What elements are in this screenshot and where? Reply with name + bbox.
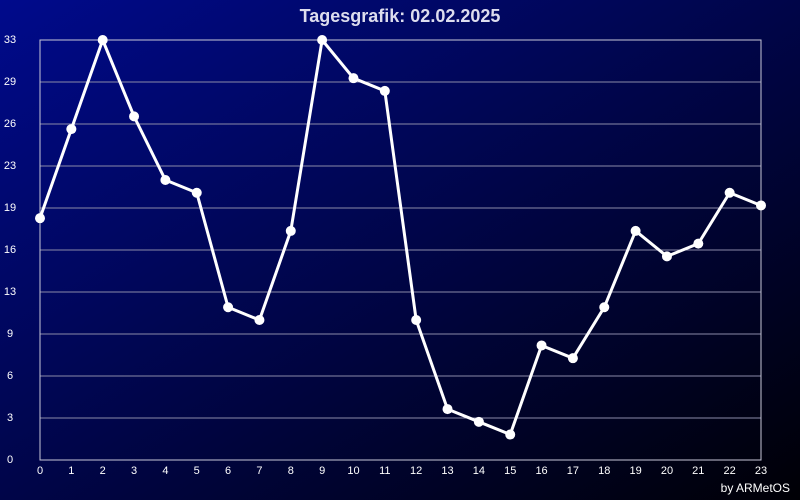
point — [379, 85, 390, 96]
point — [505, 429, 516, 440]
point — [630, 225, 641, 236]
point — [756, 200, 766, 211]
x-tick-label: 21 — [692, 465, 704, 477]
x-tick-label: 23 — [755, 465, 767, 477]
point — [317, 35, 328, 45]
point — [442, 404, 453, 415]
x-tick-label: 11 — [379, 465, 390, 477]
point — [223, 302, 234, 313]
x-tick-label: 7 — [256, 465, 262, 477]
x-tick-label: 10 — [347, 465, 359, 477]
y-tick-label: 13 — [4, 286, 16, 298]
x-tick-label: 20 — [661, 465, 673, 477]
point — [693, 238, 704, 249]
x-tick-label: 18 — [598, 465, 610, 477]
point — [160, 175, 171, 185]
plot-border — [39, 39, 762, 461]
y-tick-label: 9 — [7, 328, 13, 340]
x-tick-label: 3 — [131, 465, 137, 477]
x-tick-label: 4 — [162, 465, 168, 477]
y-tick-label: 0 — [7, 454, 13, 466]
y-tick-label: 33 — [4, 34, 16, 46]
point — [191, 187, 202, 198]
point — [66, 124, 77, 135]
point — [567, 353, 578, 364]
point — [129, 111, 140, 122]
point — [536, 340, 547, 351]
point — [97, 35, 108, 45]
x-tick-label: 16 — [535, 465, 547, 477]
x-tick-label: 12 — [410, 465, 422, 477]
point — [35, 213, 45, 224]
point — [411, 315, 422, 325]
x-tick-label: 1 — [68, 465, 74, 477]
line — [38, 38, 762, 437]
x-tick-label: 22 — [724, 465, 736, 477]
x-tick-label: 13 — [441, 465, 453, 477]
y-tick-label: 16 — [4, 244, 16, 256]
point — [599, 302, 610, 313]
x-tick-label: 5 — [194, 465, 200, 477]
x-tick-label: 2 — [100, 465, 106, 477]
x-tick-label: 8 — [288, 465, 294, 477]
chart-title: Tagesgrafik: 02.02.2025 — [300, 6, 501, 26]
y-tick-label: 23 — [4, 160, 16, 172]
y-tick-label: 19 — [4, 202, 16, 214]
x-tick-label: 0 — [37, 465, 43, 477]
y-tick-label: 6 — [7, 370, 13, 382]
point — [661, 251, 672, 262]
y-tick-label: 26 — [4, 118, 16, 130]
x-tick-label: 14 — [473, 465, 485, 477]
x-tick-label: 19 — [629, 465, 641, 477]
point — [348, 73, 359, 84]
x-tick-label: 6 — [225, 465, 231, 477]
point — [473, 416, 484, 427]
y-tick-label: 29 — [4, 76, 16, 88]
x-tick-label: 9 — [319, 465, 325, 477]
y-tick-label: 3 — [7, 412, 13, 424]
point — [254, 315, 265, 325]
point — [285, 225, 296, 236]
credit: by ARMetOS — [721, 481, 790, 495]
x-tick-label: 15 — [504, 465, 516, 477]
point — [724, 187, 735, 198]
x-tick-label: 17 — [567, 465, 579, 477]
